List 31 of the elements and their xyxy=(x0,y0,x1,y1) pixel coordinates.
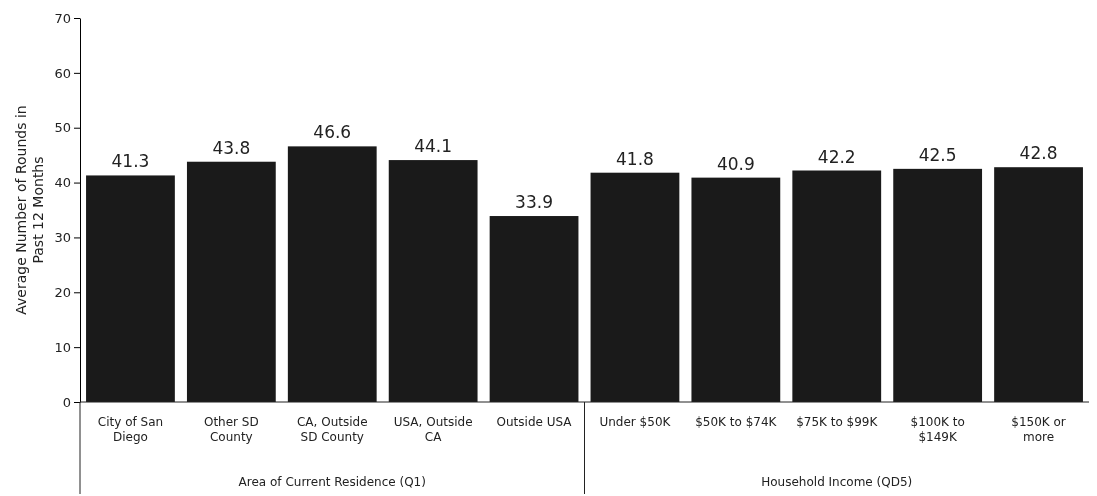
data-label: 40.9 xyxy=(716,153,755,174)
x-tick-label: USA, Outside CA xyxy=(393,415,473,444)
x-tick-label: Under $50K xyxy=(599,415,672,429)
x-tick-label: $50K to $74K xyxy=(695,415,778,429)
y-tick-label: 20 xyxy=(54,284,71,300)
data-label: 33.9 xyxy=(515,192,553,213)
data-label: 43.8 xyxy=(212,137,251,158)
x-tick-label: Outside USA xyxy=(496,415,573,429)
data-label: 41.3 xyxy=(111,151,150,172)
data-label: 41.8 xyxy=(616,148,654,169)
y-tick-label: 60 xyxy=(54,65,71,81)
y-tick-label: 40 xyxy=(54,175,71,191)
x-tick-label: $100K to $149K xyxy=(910,415,965,444)
data-label: 46.6 xyxy=(313,122,352,143)
x-tick-label: CA, Outside SD County xyxy=(296,415,368,444)
x-tick-label: Other SD County xyxy=(203,415,259,444)
y-tick-label: 30 xyxy=(54,230,71,246)
x-tick-label: City of San Diego xyxy=(97,415,164,444)
y-axis-title: Average Number of Rounds in Past 12 Months xyxy=(13,105,46,315)
text: Area of Current Residence (Q1) xyxy=(238,475,426,489)
data-label: 42.2 xyxy=(817,146,856,167)
x-tick-label: $150K or more xyxy=(1011,415,1066,444)
y-tick-label: 70 xyxy=(54,10,71,26)
y-tick-label: 0 xyxy=(62,394,71,410)
data-label: 42.8 xyxy=(1019,143,1058,164)
data-label: 42.5 xyxy=(918,144,957,165)
data-label: 44.1 xyxy=(414,136,453,157)
y-tick-label: 50 xyxy=(54,120,71,136)
y-tick-label: 10 xyxy=(54,339,71,355)
x-tick-label: $75K to $99K xyxy=(796,415,879,429)
text: Household Income (QD5) xyxy=(761,475,913,489)
